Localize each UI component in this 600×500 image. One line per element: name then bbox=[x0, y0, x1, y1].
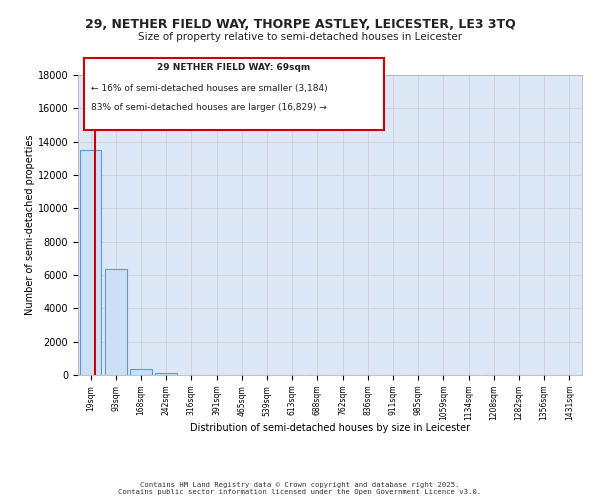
Text: Size of property relative to semi-detached houses in Leicester: Size of property relative to semi-detach… bbox=[138, 32, 462, 42]
Bar bbox=[130, 370, 152, 375]
X-axis label: Distribution of semi-detached houses by size in Leicester: Distribution of semi-detached houses by … bbox=[190, 423, 470, 433]
Text: 29 NETHER FIELD WAY: 69sqm: 29 NETHER FIELD WAY: 69sqm bbox=[157, 62, 311, 72]
Bar bbox=[80, 150, 101, 375]
Text: ← 16% of semi-detached houses are smaller (3,184): ← 16% of semi-detached houses are smalle… bbox=[91, 84, 328, 92]
Bar bbox=[155, 372, 177, 375]
Text: 29, NETHER FIELD WAY, THORPE ASTLEY, LEICESTER, LE3 3TQ: 29, NETHER FIELD WAY, THORPE ASTLEY, LEI… bbox=[85, 18, 515, 30]
Text: 83% of semi-detached houses are larger (16,829) →: 83% of semi-detached houses are larger (… bbox=[91, 102, 327, 112]
Bar bbox=[105, 269, 127, 375]
Y-axis label: Number of semi-detached properties: Number of semi-detached properties bbox=[25, 134, 35, 316]
Text: Contains HM Land Registry data © Crown copyright and database right 2025.
Contai: Contains HM Land Registry data © Crown c… bbox=[118, 482, 482, 495]
